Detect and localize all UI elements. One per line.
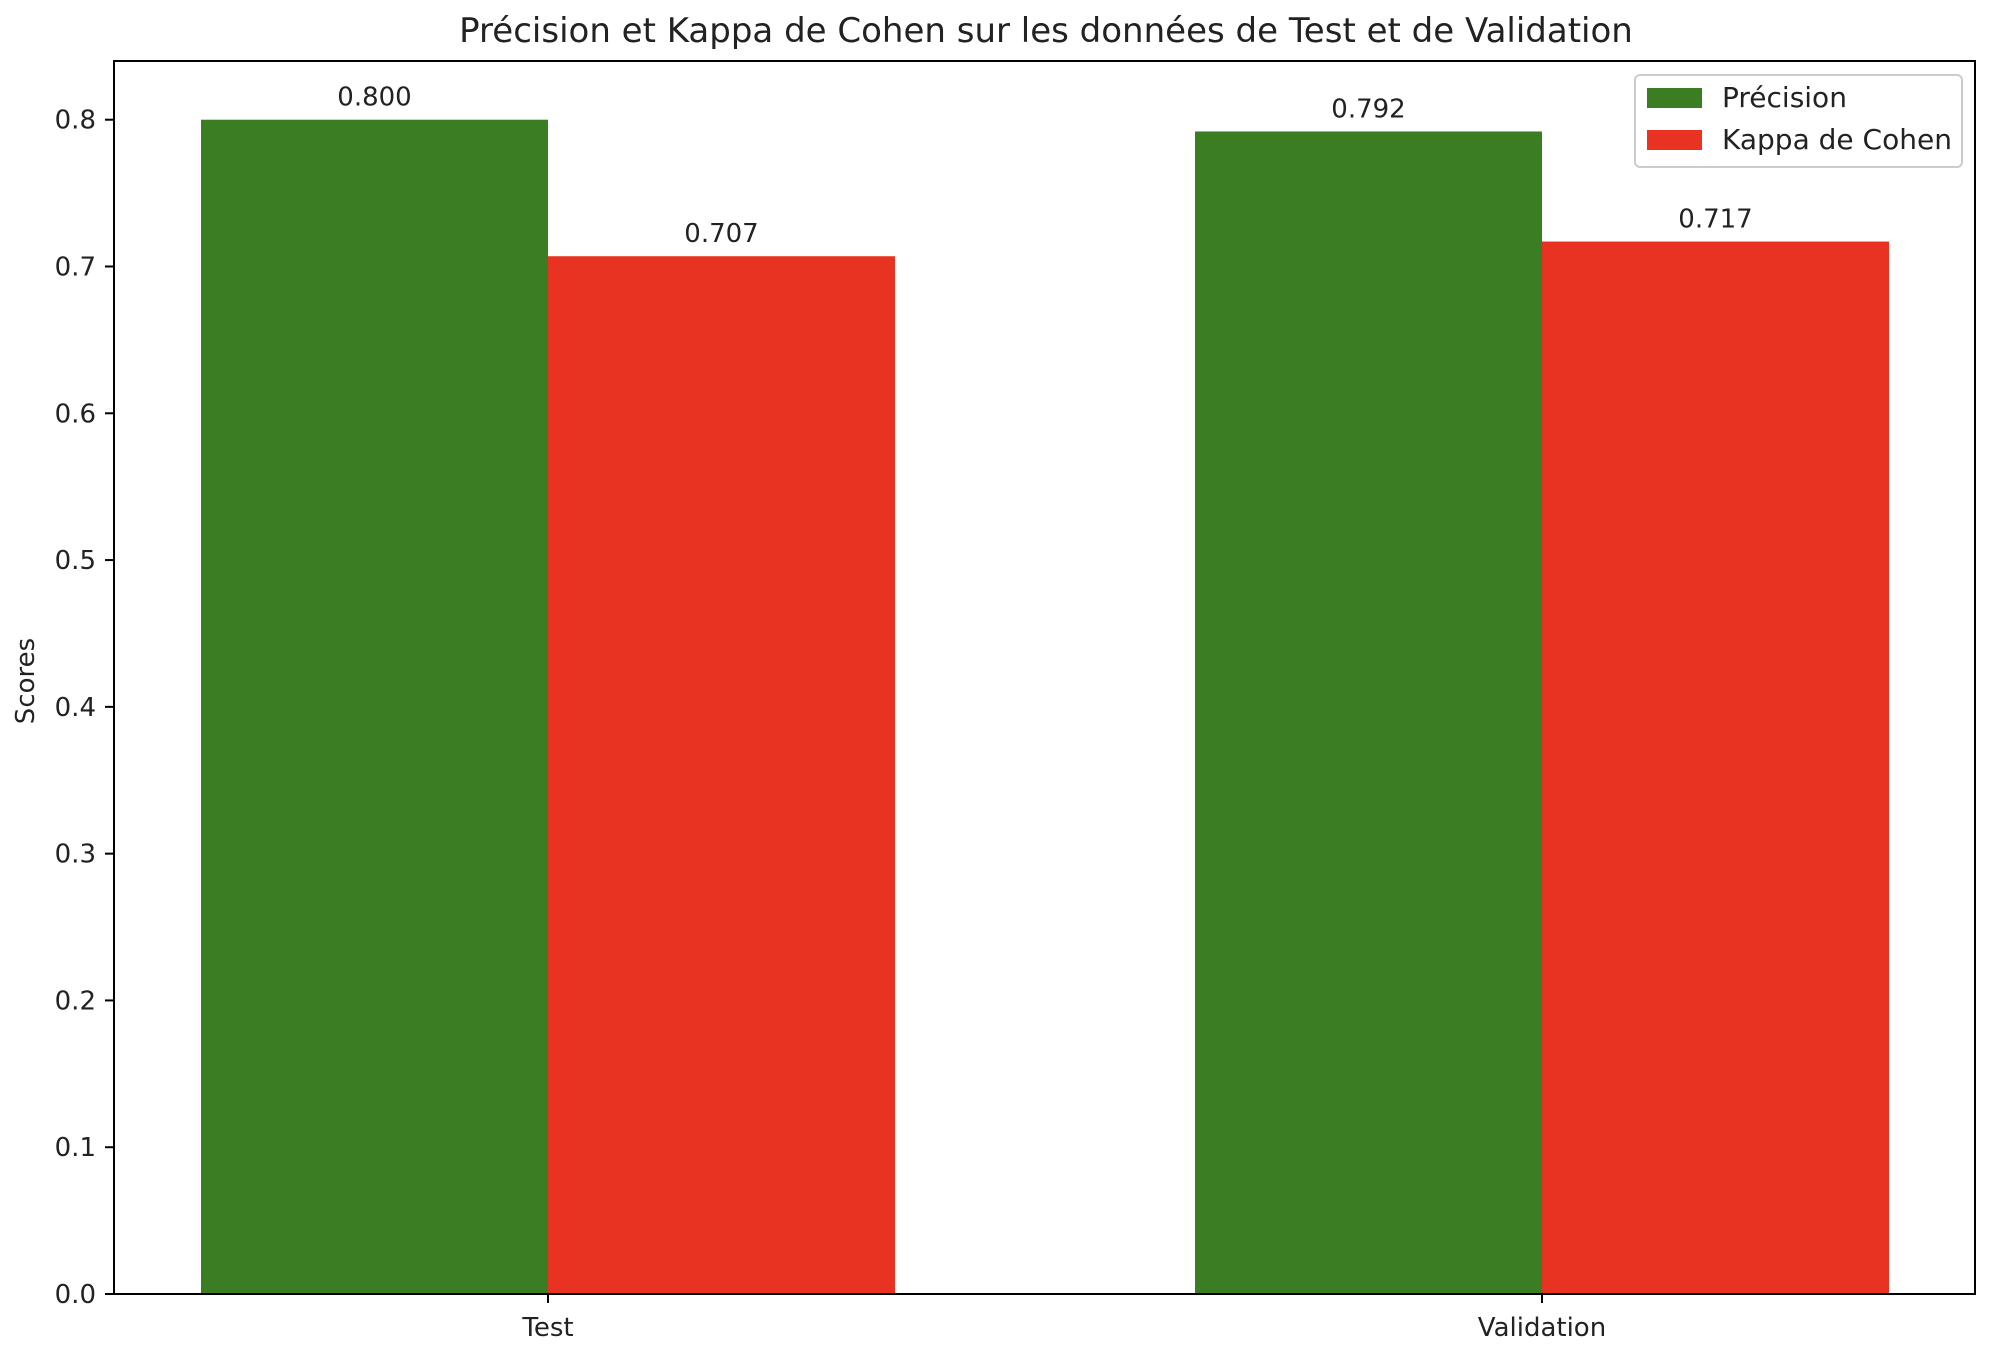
y-tick-label: 0.2 xyxy=(55,986,96,1016)
legend-label: Kappa de Cohen xyxy=(1722,123,1952,156)
bars-group xyxy=(201,119,1889,1295)
y-tick-label: 0.8 xyxy=(55,106,96,136)
y-tick-label: 0.6 xyxy=(55,399,96,429)
legend-swatch xyxy=(1647,130,1702,150)
legend: Précision Kappa de Cohen xyxy=(1634,74,1963,168)
value-label: 0.792 xyxy=(1331,94,1405,124)
x-tick-label: Validation xyxy=(1478,1313,1606,1343)
legend-swatch xyxy=(1647,88,1702,108)
value-label: 0.707 xyxy=(684,219,758,249)
y-tick-label: 0.7 xyxy=(55,253,96,283)
plot-area-frame xyxy=(113,60,1976,1295)
chart-title: Précision et Kappa de Cohen sur les donn… xyxy=(459,11,1633,51)
bar-kappa-validation xyxy=(1542,241,1889,1295)
value-labels-group: 0.800 0.792 0.707 0.717 xyxy=(337,83,1752,250)
x-tick-label: Test xyxy=(521,1313,573,1343)
y-tick-label: 0.5 xyxy=(55,546,96,576)
y-tick-label: 0.4 xyxy=(55,693,96,723)
y-axis: 0.0 0.1 0.2 0.3 0.4 0.5 0.6 0.7 0.8 xyxy=(55,106,114,1310)
bar-precision-validation xyxy=(1195,131,1542,1294)
legend-box xyxy=(1634,74,1963,168)
value-label: 0.800 xyxy=(337,83,411,113)
y-tick-label: 0.1 xyxy=(55,1133,96,1163)
x-axis: Test Validation xyxy=(521,1294,1606,1343)
y-axis-label: Scores xyxy=(11,638,41,724)
y-tick-label: 0.3 xyxy=(55,840,96,870)
y-tick-label: 0.0 xyxy=(55,1280,96,1310)
bar-precision-test xyxy=(201,119,548,1295)
bar-kappa-test xyxy=(548,256,895,1295)
value-label: 0.717 xyxy=(1678,205,1752,235)
legend-label: Précision xyxy=(1722,81,1847,114)
